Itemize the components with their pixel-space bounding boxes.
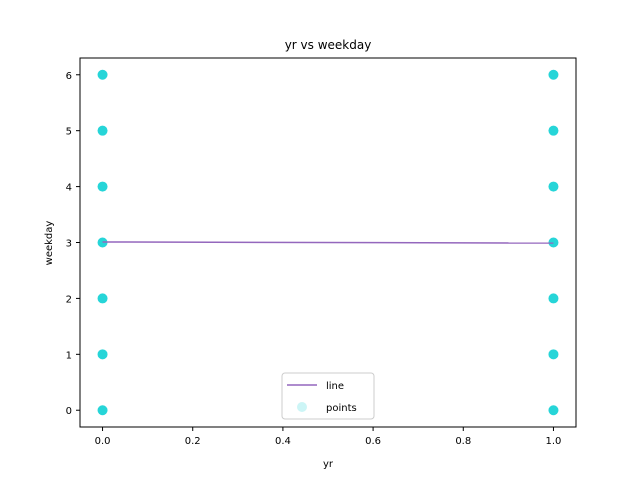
legend-points-swatch (297, 402, 307, 412)
plot-area (97, 69, 559, 416)
scatter-point (97, 125, 108, 136)
x-axis: 0.0 0.2 0.4 0.6 0.8 1.0 (95, 427, 562, 447)
x-axis-label: yr (323, 459, 334, 470)
scatter-point (548, 349, 559, 360)
legend: line points (281, 372, 375, 420)
scatter-point (548, 125, 559, 136)
series-line (102, 241, 554, 244)
scatter-point (97, 405, 108, 416)
scatter-point (548, 405, 559, 416)
y-tick-label: 6 (66, 71, 72, 82)
x-tick-label: 0.6 (365, 436, 381, 447)
chart-title: yr vs weekday (285, 38, 372, 52)
y-tick-label: 2 (66, 294, 72, 305)
x-tick-label: 0.8 (455, 436, 471, 447)
y-tick-label: 1 (66, 350, 72, 361)
x-tick-label: 1.0 (546, 436, 562, 447)
scatter-point (97, 349, 108, 360)
x-tick-label: 0.2 (185, 436, 201, 447)
scatter-point (97, 69, 108, 80)
legend-points-label: points (326, 403, 357, 414)
y-axis-label: weekday (44, 221, 55, 266)
scatter-point (548, 181, 559, 192)
y-tick-label: 3 (66, 239, 72, 250)
legend-line-label: line (326, 381, 344, 392)
scatter-point (548, 293, 559, 304)
scatter-point (97, 181, 108, 192)
scatter-point (97, 293, 108, 304)
scatter-point (548, 69, 559, 80)
y-tick-label: 5 (66, 127, 72, 138)
x-tick-label: 0.4 (275, 436, 291, 447)
y-tick-label: 4 (66, 183, 72, 194)
x-tick-label: 0.0 (95, 436, 111, 447)
y-axis: 0 1 2 3 4 5 6 (66, 71, 80, 417)
y-tick-label: 0 (66, 406, 72, 417)
